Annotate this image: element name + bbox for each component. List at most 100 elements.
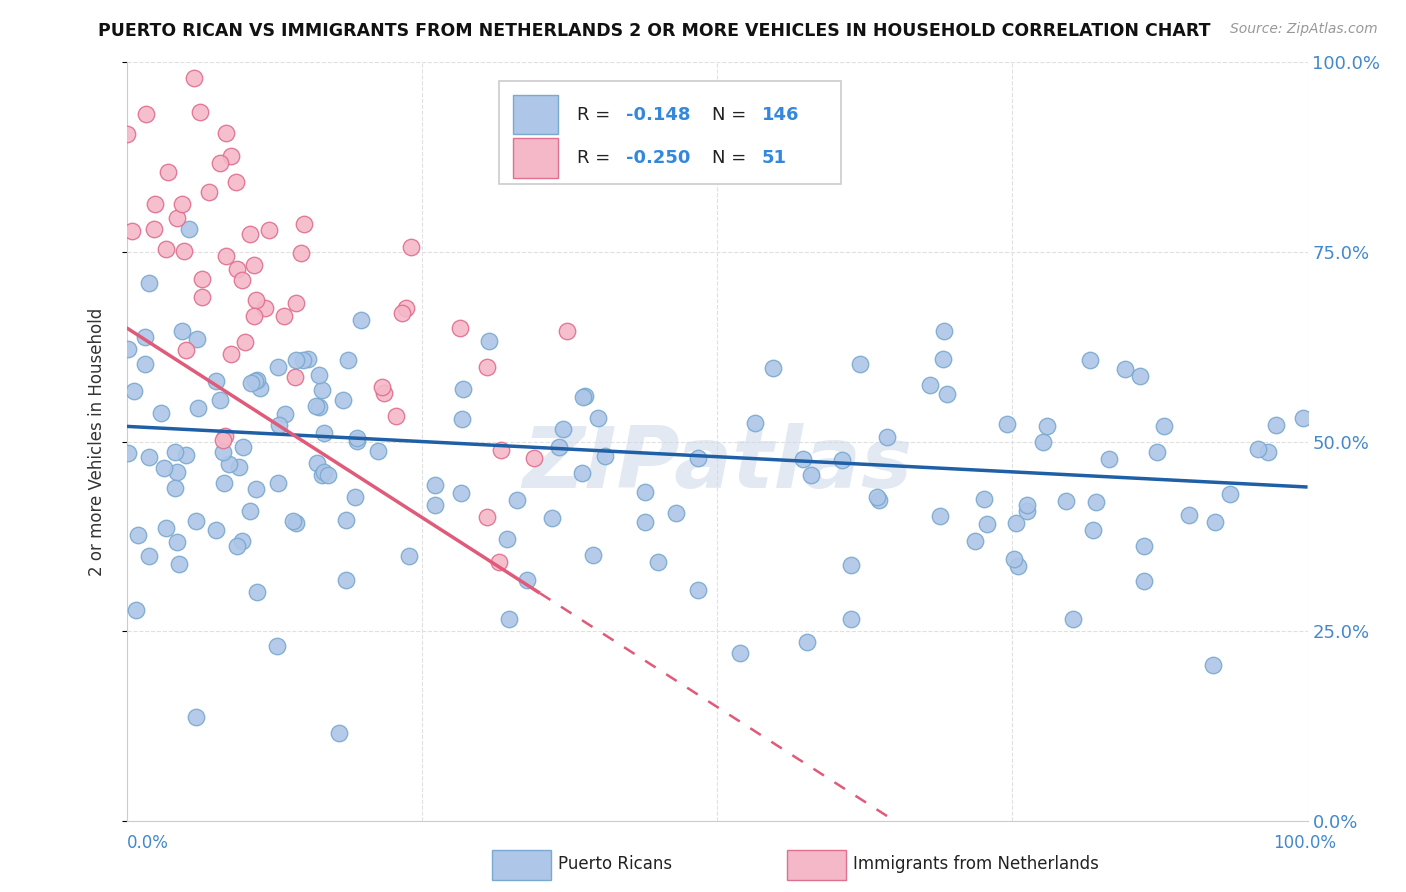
Point <box>307 456 329 470</box>
Point <box>174 448 197 462</box>
Point <box>285 295 308 310</box>
Point <box>477 334 499 348</box>
Point <box>496 532 519 546</box>
Point <box>1202 658 1225 673</box>
Point <box>122 384 145 399</box>
Text: R =: R = <box>576 149 616 167</box>
Point <box>204 374 226 388</box>
Point <box>316 468 339 483</box>
Text: Source: ZipAtlas.com: Source: ZipAtlas.com <box>1230 22 1378 37</box>
Point <box>245 482 267 496</box>
Point <box>135 107 157 121</box>
Point <box>932 352 955 367</box>
Point <box>225 539 247 553</box>
Point <box>166 466 188 480</box>
Point <box>995 417 1018 432</box>
Point <box>1132 574 1154 589</box>
Bar <box>513 138 558 178</box>
Point <box>183 70 205 85</box>
Point <box>373 386 395 401</box>
Point <box>246 584 269 599</box>
Point <box>170 197 193 211</box>
Point <box>232 441 254 455</box>
Point <box>291 352 314 367</box>
Point <box>173 244 195 258</box>
Point <box>800 468 823 483</box>
Text: Immigrants from Netherlands: Immigrants from Netherlands <box>853 855 1099 873</box>
Point <box>134 357 156 371</box>
Point <box>191 289 214 303</box>
Text: ZIPatlas: ZIPatlas <box>522 423 912 506</box>
Point <box>153 460 176 475</box>
Text: 100.0%: 100.0% <box>1272 834 1336 852</box>
Point <box>346 431 368 445</box>
Point <box>214 429 236 443</box>
Point <box>935 387 957 401</box>
Bar <box>513 95 558 135</box>
Point <box>976 516 998 531</box>
Point <box>371 380 394 394</box>
Point <box>138 549 160 563</box>
Point <box>215 126 238 140</box>
Point <box>191 272 214 286</box>
Point <box>665 507 688 521</box>
Point <box>328 725 350 739</box>
Point <box>155 242 177 256</box>
Point <box>219 347 242 361</box>
Point <box>1114 362 1136 376</box>
Point <box>367 444 389 458</box>
Point <box>593 449 616 463</box>
Point <box>249 381 271 395</box>
Point <box>506 493 529 508</box>
Point <box>1247 442 1270 456</box>
Point <box>273 309 295 323</box>
Point <box>425 498 447 512</box>
Point <box>866 490 889 504</box>
Text: R =: R = <box>576 106 616 124</box>
Point <box>574 389 596 403</box>
Point <box>1015 498 1038 512</box>
Point <box>157 165 180 179</box>
Point <box>488 555 510 569</box>
Point <box>143 197 166 211</box>
Point <box>155 521 177 535</box>
Point <box>219 149 242 163</box>
Point <box>212 433 235 447</box>
Point <box>1146 444 1168 458</box>
Point <box>744 416 766 430</box>
Point <box>245 293 267 308</box>
Point <box>928 508 950 523</box>
Point <box>253 301 276 316</box>
Point <box>796 634 818 648</box>
Point <box>212 445 235 459</box>
Point <box>688 583 710 598</box>
Point <box>1098 452 1121 467</box>
Point <box>125 603 148 617</box>
Point <box>932 324 955 338</box>
Point <box>284 516 307 530</box>
Point <box>246 372 269 386</box>
Point <box>335 512 357 526</box>
Text: -0.250: -0.250 <box>626 149 690 167</box>
Point <box>391 306 413 320</box>
Point <box>398 549 420 563</box>
Point <box>451 412 474 426</box>
Point <box>212 476 235 491</box>
Point <box>311 468 333 483</box>
Point <box>292 217 315 231</box>
Point <box>1036 419 1059 434</box>
Point <box>177 222 200 236</box>
Point <box>308 368 330 382</box>
Point <box>188 105 211 120</box>
Point <box>121 224 143 238</box>
Point <box>284 370 307 384</box>
Point <box>281 514 304 528</box>
Point <box>1178 508 1201 523</box>
Point <box>1153 419 1175 434</box>
Point <box>450 486 472 500</box>
Text: 146: 146 <box>762 106 800 124</box>
Point <box>395 301 418 315</box>
Point <box>475 359 498 374</box>
Point <box>523 450 546 465</box>
Point <box>215 249 238 263</box>
